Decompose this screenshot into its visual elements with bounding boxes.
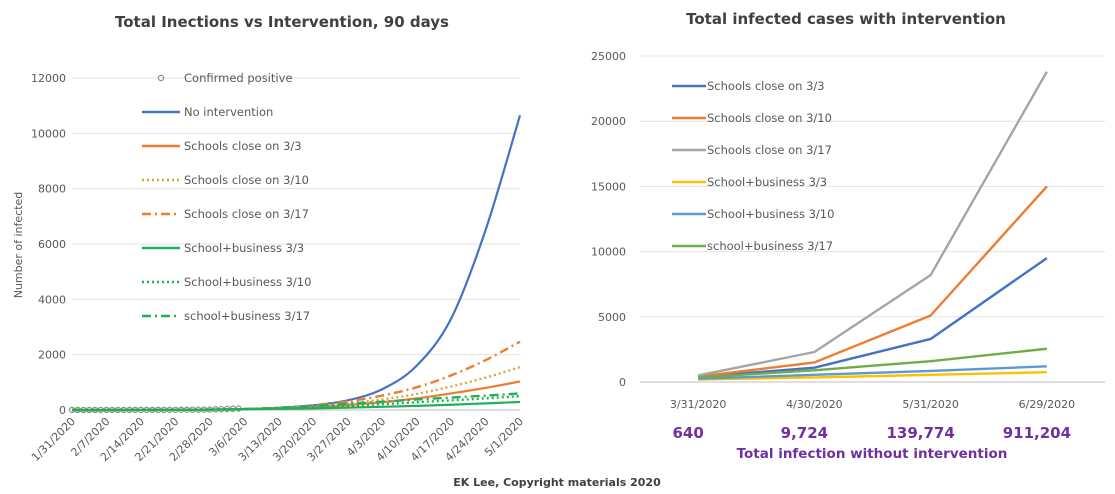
chart1-y-tick-label: 0 <box>59 404 66 417</box>
chart1-y-tick-label: 12000 <box>31 72 66 85</box>
chart2-y-tick-label: 20000 <box>591 115 626 128</box>
chart2-series-line <box>698 365 1047 380</box>
chart1-legend-marker <box>157 74 165 82</box>
total-without-intervention-value: 640 <box>672 424 703 442</box>
chart1-y-tick-label: 4000 <box>38 293 66 306</box>
chart2-legend-label: School+business 3/3 <box>707 175 827 189</box>
chart1-legend-label: Schools close on 3/10 <box>184 173 309 187</box>
chart1-series-line <box>71 392 521 412</box>
chart2-legend-label: school+business 3/17 <box>707 239 833 253</box>
chart-total-infections: Total Inections vs Intervention, 90 days… <box>12 13 526 464</box>
chart1-legend-label: No intervention <box>184 105 273 119</box>
chart2-y-tick-label: 15000 <box>591 180 626 193</box>
chart1-title: Total Inections vs Intervention, 90 days <box>115 13 449 31</box>
chart2-y-tick-label: 5000 <box>598 311 626 324</box>
chart1-legend-label: Schools close on 3/17 <box>184 207 309 221</box>
chart2-series-line <box>697 71 1048 377</box>
chart2-x-tick-label: 4/30/2020 <box>786 398 842 411</box>
chart2-legend-label: School+business 3/10 <box>707 207 834 221</box>
chart1-legend-label: Schools close on 3/3 <box>184 139 302 153</box>
chart2-x-tick-label: 5/31/2020 <box>902 398 958 411</box>
total-without-intervention-value: 911,204 <box>1003 424 1071 442</box>
chart2-x-tick-label: 3/31/2020 <box>670 398 726 411</box>
chart1-x-tick-label: 1/31/2020 <box>29 415 78 464</box>
chart1-legend-label: school+business 3/17 <box>184 309 310 323</box>
total-without-intervention-value: 139,774 <box>886 424 954 442</box>
chart2-legend-label: Schools close on 3/17 <box>707 143 832 157</box>
chart1-y-tick-label: 6000 <box>38 238 66 251</box>
chart2-y-tick-label: 0 <box>619 376 626 389</box>
chart1-y-tick-label: 8000 <box>38 183 66 196</box>
chart1-y-axis-label: Number of infected <box>12 192 25 299</box>
chart1-y-tick-label: 2000 <box>38 349 66 362</box>
chart2-series-line <box>698 371 1047 381</box>
chart2-series-line <box>698 347 1048 379</box>
chart2-y-tick-label: 10000 <box>591 246 626 259</box>
chart2-legend-label: Schools close on 3/10 <box>707 111 832 125</box>
chart-infected-with-intervention: Total infected cases with intervention 0… <box>591 10 1105 462</box>
chart2-series-line <box>698 257 1048 378</box>
chart2-y-tick-label: 25000 <box>591 50 626 63</box>
chart2-title: Total infected cases with intervention <box>686 10 1006 28</box>
chart2-x-tick-label: 6/29/2020 <box>1019 398 1075 411</box>
totals-caption: Total infection without intervention <box>737 446 1008 462</box>
footer-copyright: EK Lee, Copyright materials 2020 <box>453 476 661 489</box>
total-without-intervention-value: 9,724 <box>781 424 828 442</box>
chart2-legend-label: Schools close on 3/3 <box>707 79 825 93</box>
chart1-legend-label: School+business 3/10 <box>184 275 311 289</box>
chart2-series-line <box>697 185 1048 378</box>
chart1-legend-label: Confirmed positive <box>184 71 292 85</box>
chart1-series-line <box>71 115 522 412</box>
chart1-y-tick-label: 10000 <box>31 127 66 140</box>
chart1-legend-label: School+business 3/3 <box>184 241 304 255</box>
